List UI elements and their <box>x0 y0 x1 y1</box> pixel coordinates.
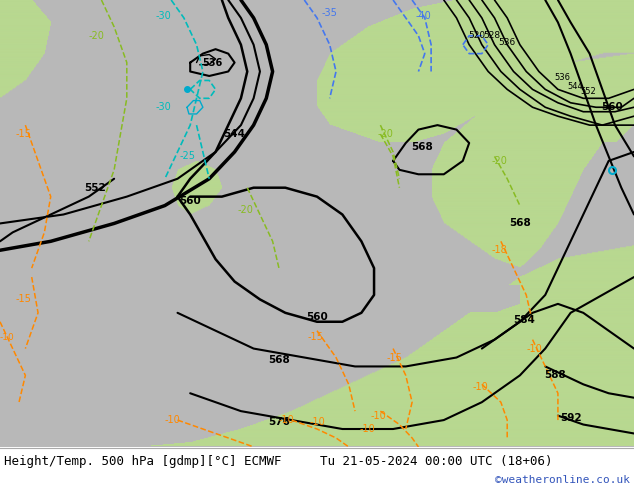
Text: -40: -40 <box>415 11 431 21</box>
Text: -15: -15 <box>16 129 32 139</box>
Text: -10: -10 <box>472 382 488 392</box>
Text: 552: 552 <box>580 87 596 96</box>
Text: 588: 588 <box>545 370 566 380</box>
Text: 584: 584 <box>513 315 534 324</box>
Text: -10: -10 <box>309 417 325 427</box>
Text: -10: -10 <box>360 424 375 434</box>
Text: 560: 560 <box>601 102 623 112</box>
Text: -10: -10 <box>0 333 15 342</box>
Text: Tu 21-05-2024 00:00 UTC (18+06): Tu 21-05-2024 00:00 UTC (18+06) <box>320 455 552 468</box>
Text: -20: -20 <box>238 205 254 215</box>
Text: -30: -30 <box>155 11 171 21</box>
Text: 536: 536 <box>202 57 223 68</box>
Text: 544: 544 <box>224 129 245 139</box>
Text: -10: -10 <box>371 411 387 420</box>
Text: 568: 568 <box>268 355 290 365</box>
Text: -18: -18 <box>491 245 507 255</box>
Text: 568: 568 <box>411 143 432 152</box>
Text: 592: 592 <box>560 413 581 423</box>
Text: -30: -30 <box>155 102 171 112</box>
Text: 544: 544 <box>567 82 583 91</box>
Text: -15: -15 <box>307 332 323 343</box>
Text: -10: -10 <box>165 415 181 425</box>
Text: -25: -25 <box>179 151 195 161</box>
Text: Height/Temp. 500 hPa [gdmp][°C] ECMWF: Height/Temp. 500 hPa [gdmp][°C] ECMWF <box>4 455 281 468</box>
Text: -10: -10 <box>526 343 542 354</box>
Text: -20: -20 <box>491 156 507 166</box>
Text: 536: 536 <box>498 38 516 47</box>
Text: 576: 576 <box>268 417 290 427</box>
Text: -35: -35 <box>321 8 338 19</box>
Text: -20: -20 <box>377 129 393 139</box>
Text: 552: 552 <box>84 183 106 193</box>
Text: 528: 528 <box>482 31 500 40</box>
Text: -15: -15 <box>16 294 32 304</box>
Text: ©weatheronline.co.uk: ©weatheronline.co.uk <box>495 475 630 485</box>
Text: -15: -15 <box>387 352 403 363</box>
Text: 568: 568 <box>509 219 531 228</box>
Text: 520: 520 <box>468 31 486 40</box>
Text: 560: 560 <box>179 196 201 206</box>
Text: 560: 560 <box>306 312 328 322</box>
Text: -20: -20 <box>89 31 105 41</box>
Text: -10: -10 <box>279 415 295 425</box>
Text: 536: 536 <box>555 74 571 82</box>
